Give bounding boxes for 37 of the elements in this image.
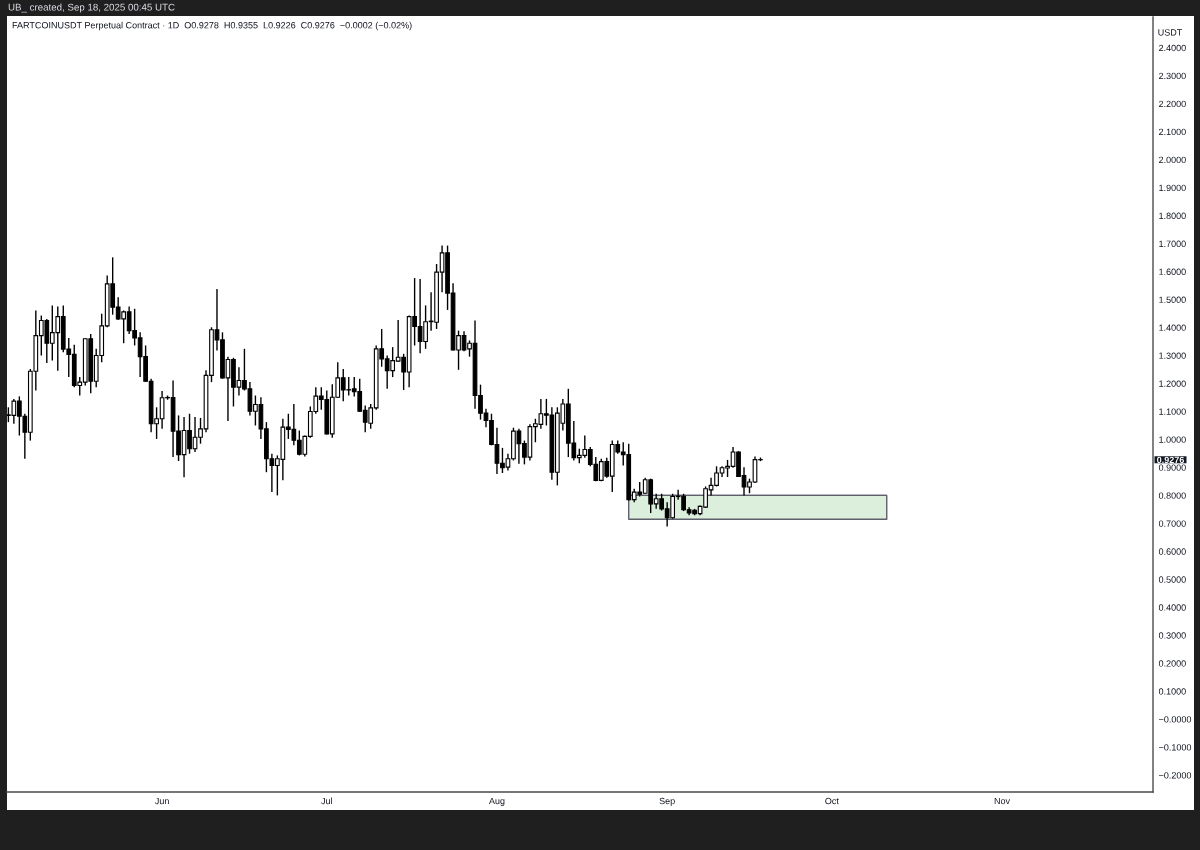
- x-tick-label: Aug: [488, 797, 505, 806]
- y-tick-label: 1.1000: [1159, 408, 1186, 415]
- y-tick-label: 0.4000: [1158, 604, 1186, 611]
- text: UB_ created, Sep 18, 2025 00:45 UTC: [8, 3, 175, 13]
- y-tick-label: 0.6000: [1158, 548, 1186, 555]
- y-tick-label: 1.5000: [1159, 296, 1186, 303]
- y-tick-label: 1.8000: [1159, 212, 1186, 220]
- chart-title: FARTCOINUSDT Perpetual Contract · 1D O0.9278 H0.9355 L0.9226 C0.9276 −0.0002 (−0.02%): [12, 21, 412, 31]
- text: 0.9276: [1157, 456, 1184, 464]
- y-tick-label: 2.1000: [1159, 128, 1186, 136]
- y-tick-label: 1.3000: [1159, 352, 1186, 359]
- x-tick-label: Jul: [321, 797, 332, 805]
- y-tick-label: 0.8000: [1158, 492, 1186, 499]
- y-tick-label: −0.0000: [1159, 716, 1192, 723]
- y-tick-label: 0.5000: [1158, 576, 1186, 583]
- y-tick-label: 0.9000: [1158, 464, 1186, 471]
- x-tick-label: Oct: [825, 797, 839, 805]
- y-axis-title: USDT: [1158, 29, 1183, 36]
- y-tick-label: 1.9000: [1159, 184, 1186, 192]
- y-tick-label: 0.1000: [1158, 688, 1186, 695]
- y-tick-label: 2.4000: [1159, 44, 1186, 52]
- y-tick-label: 0.3000: [1158, 632, 1186, 639]
- y-tick-label: 1.2000: [1159, 380, 1186, 387]
- x-tick-label: Nov: [994, 797, 1011, 805]
- y-tick-label: 2.2000: [1159, 100, 1186, 108]
- y-tick-label: 1.0000: [1159, 436, 1186, 443]
- y-tick-label: 1.7000: [1159, 240, 1186, 247]
- y-tick-label: 0.7000: [1158, 520, 1186, 527]
- x-tick-label: Jun: [154, 797, 169, 805]
- y-tick-label: 1.6000: [1159, 268, 1186, 275]
- y-tick-label: 1.4000: [1159, 324, 1186, 331]
- y-tick-label: 2.3000: [1159, 72, 1186, 80]
- y-tick-label: −0.1000: [1159, 744, 1192, 751]
- y-tick-label: −0.2000: [1159, 772, 1192, 779]
- y-tick-label: 2.0000: [1159, 156, 1186, 164]
- x-tick-label: Sep: [659, 797, 675, 806]
- y-tick-label: 0.2000: [1158, 660, 1186, 667]
